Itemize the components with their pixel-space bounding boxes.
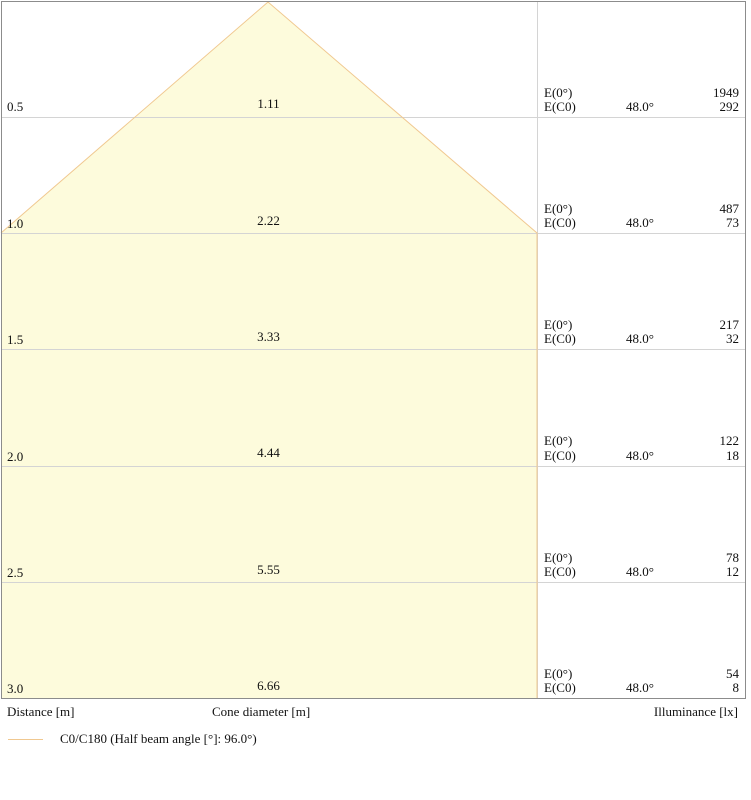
ec0-label: E(C0): [544, 564, 576, 579]
illuminance-axis-label: Illuminance [lx]: [653, 704, 738, 719]
ec0-label: E(C0): [544, 99, 576, 114]
e0-label: E(0°): [544, 85, 573, 100]
ec0-label: E(C0): [544, 331, 576, 346]
ec0-value: 32: [726, 331, 739, 346]
legend-line-icon: [8, 738, 43, 740]
cone-diagram: 0.5 1.11 E(0°) E(C0) 48.0° 1949 292 1.0 …: [0, 1, 746, 699]
distance-label: 1.0: [7, 216, 24, 231]
e0-value: 54: [726, 666, 739, 681]
legend: C0/C180 (Half beam angle [°]: 96.0°): [8, 731, 257, 747]
cone-diameter-label: 1.11: [257, 96, 280, 111]
distance-label: 2.0: [7, 449, 24, 464]
grid-lines: [1, 1, 745, 698]
e0-value: 78: [726, 550, 739, 565]
e0-label: E(0°): [544, 201, 573, 216]
angle-value: 48.0°: [626, 564, 654, 579]
distance-label: 1.5: [7, 332, 24, 347]
ec0-value: 292: [719, 99, 740, 114]
distance-axis-label: Distance [m]: [7, 704, 75, 719]
distance-label: 2.5: [7, 565, 24, 580]
cone-diameter-axis-label: Cone diameter [m]: [212, 704, 311, 719]
ec0-value: 8: [732, 680, 740, 695]
cone-graphic: [0, 1, 746, 699]
cone-diameter-label: 3.33: [257, 329, 280, 344]
ec0-value: 18: [726, 448, 739, 463]
e0-label: E(0°): [544, 433, 573, 448]
angle-value: 48.0°: [626, 448, 654, 463]
distance-label: 3.0: [7, 681, 24, 696]
cone-diameter-label: 5.55: [257, 562, 280, 577]
distance-label: 0.5: [7, 99, 24, 114]
angle-value: 48.0°: [626, 99, 654, 114]
angle-value: 48.0°: [626, 680, 654, 695]
chart-border: [1, 1, 746, 699]
e0-value: 1949: [713, 85, 739, 100]
e0-value: 487: [719, 201, 740, 216]
cone-diameter-label: 2.22: [257, 213, 280, 228]
cone-outline: [0, 1, 538, 698]
cone-diameter-label: 4.44: [257, 445, 280, 460]
legend-label: C0/C180 (Half beam angle [°]: 96.0°): [60, 731, 257, 746]
ec0-label: E(C0): [544, 448, 576, 463]
cone-diameter-label: 6.66: [257, 678, 280, 693]
ec0-label: E(C0): [544, 215, 576, 230]
ec0-value: 73: [726, 215, 739, 230]
e0-label: E(0°): [544, 317, 573, 332]
e0-value: 122: [719, 433, 740, 448]
ec0-value: 12: [726, 564, 739, 579]
e0-label: E(0°): [544, 550, 573, 565]
angle-value: 48.0°: [626, 331, 654, 346]
angle-value: 48.0°: [626, 215, 654, 230]
e0-label: E(0°): [544, 666, 573, 681]
ec0-label: E(C0): [544, 680, 576, 695]
e0-value: 217: [719, 317, 740, 332]
